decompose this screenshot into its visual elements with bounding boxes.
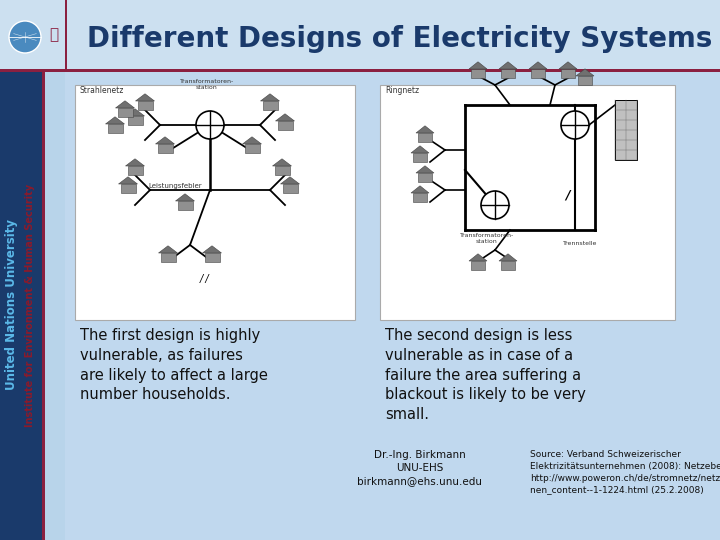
Bar [204,253,220,262]
Polygon shape [119,177,138,184]
Bar [471,69,485,78]
Bar [127,166,143,175]
Bar [0,69,720,72]
Polygon shape [411,146,429,153]
Text: The second design is less
vulnerable as in case of a
failure the area suffering : The second design is less vulnerable as … [385,328,586,422]
Circle shape [481,191,509,219]
Text: Dr.-Ing. Birkmann
UNU-EHS
birkmann@ehs.unu.edu: Dr.-Ing. Birkmann UNU-EHS birkmann@ehs.u… [358,450,482,487]
Polygon shape [243,137,261,144]
Polygon shape [272,159,292,166]
Bar [0,0,720,70]
Polygon shape [576,69,594,76]
Text: /: / [565,188,570,201]
Polygon shape [276,114,294,121]
Polygon shape [529,62,547,69]
Circle shape [9,21,41,53]
Text: Institute for Environment & Human Security: Institute for Environment & Human Securi… [25,184,35,427]
Bar [282,184,297,193]
Polygon shape [416,166,434,173]
Bar [0,70,42,540]
Bar [531,69,545,78]
Bar [277,121,292,130]
Text: Trennstelle: Trennstelle [563,241,597,246]
Bar [178,201,192,210]
Bar [42,70,45,540]
Bar [158,144,173,153]
Bar [107,124,122,133]
Polygon shape [135,94,155,101]
Polygon shape [115,101,135,108]
Bar [418,173,432,182]
Text: The first design is highly
vulnerable, as failures
are likely to affect a large
: The first design is highly vulnerable, a… [80,328,268,402]
Bar [501,261,515,270]
Polygon shape [416,126,434,133]
Bar [274,166,289,175]
Polygon shape [106,117,125,124]
Polygon shape [125,109,145,116]
Polygon shape [158,246,178,253]
Polygon shape [499,254,517,261]
Bar [413,193,427,202]
Bar [380,85,675,320]
Text: Ringnetz: Ringnetz [385,86,419,95]
Bar [0,0,65,70]
Bar [615,100,637,160]
Bar [161,253,176,262]
Text: 山: 山 [50,28,58,43]
Polygon shape [156,137,174,144]
Text: United Nations University: United Nations University [6,219,19,390]
Text: Transformatoren-
station: Transformatoren- station [180,79,234,90]
Text: / /: / / [200,274,210,284]
Polygon shape [176,194,194,201]
Text: Strahlenetz: Strahlenetz [80,86,125,95]
Text: Different Designs of Electricity Systems: Different Designs of Electricity Systems [87,25,713,53]
Polygon shape [202,246,222,253]
Bar [413,153,427,162]
Circle shape [196,111,224,139]
Polygon shape [559,62,577,69]
Bar [561,69,575,78]
Bar [578,76,592,85]
Bar [501,69,515,78]
Polygon shape [469,254,487,261]
Bar [65,70,720,540]
Bar [418,133,432,142]
Bar [75,85,355,320]
Bar [471,261,485,270]
Text: Leistungsfebler: Leistungsfebler [148,183,202,189]
Bar [117,108,132,117]
Circle shape [561,111,589,139]
Bar [65,0,67,72]
Text: Source: Verband Schweizerischer
Elektrizitätsunternehmen (2008): Netzebenen.
htt: Source: Verband Schweizerischer Elektriz… [530,450,720,495]
Bar [263,101,277,110]
Text: Transformatoren-
station: Transformatoren- station [460,233,514,244]
Polygon shape [125,159,145,166]
Polygon shape [281,177,300,184]
Polygon shape [261,94,279,101]
Bar [245,144,259,153]
Polygon shape [499,62,517,69]
Bar [120,184,135,193]
Polygon shape [411,186,429,193]
Bar [138,101,153,110]
Polygon shape [469,62,487,69]
Bar [127,116,143,125]
